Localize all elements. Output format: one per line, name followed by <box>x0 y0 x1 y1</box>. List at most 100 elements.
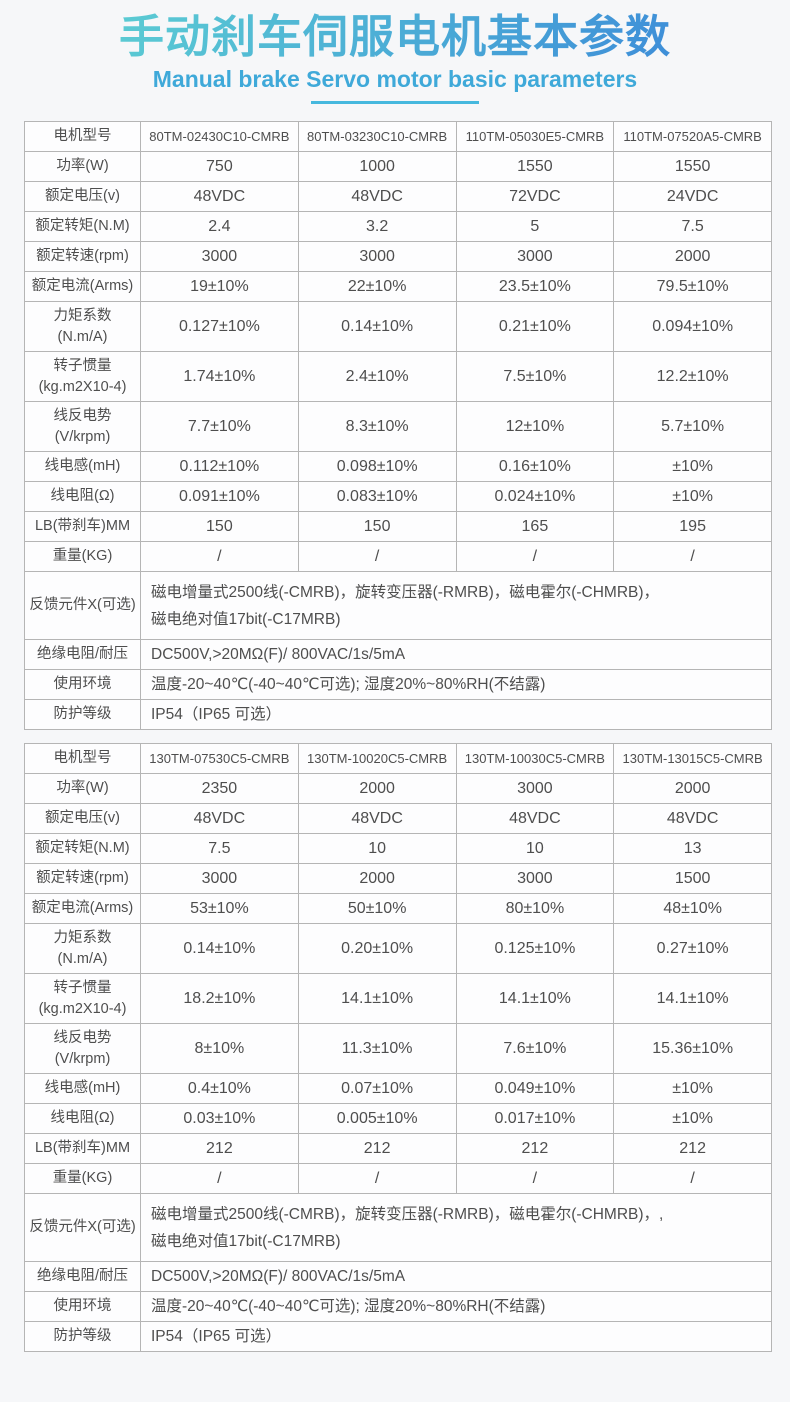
row-value: 0.03±10% <box>140 1103 299 1134</box>
row-label: 电机型号 <box>24 743 141 774</box>
row-value: 1550 <box>455 151 615 182</box>
row-label: 使用环境 <box>24 1291 141 1322</box>
table-row: 额定转速(rpm) 3000 3000 3000 2000 <box>24 241 772 272</box>
row-value: 7.5 <box>140 833 299 864</box>
table-row: 电机型号 130TM-07530C5-CMRB 130TM-10020C5-CMRB… <box>24 743 772 774</box>
row-value: 1550 <box>613 151 772 182</box>
row-value-merged: DC500V,>20MΩ(F)/ 800VAC/1s/5mA <box>140 1261 772 1292</box>
row-value: 7.6±10% <box>455 1023 615 1074</box>
row-value: 48VDC <box>140 803 299 834</box>
row-value: / <box>140 1163 299 1194</box>
table-row: 转子惯量 (kg.m2X10-4) 1.74±10% 2.4±10% 7.5±10% 1… <box>24 351 772 402</box>
table-row: 重量(KG) / / / / <box>24 1163 772 1194</box>
row-value: 48VDC <box>297 181 457 212</box>
row-value: 13 <box>613 833 772 864</box>
table-row: 使用环境 温度-20~40℃(-40~40℃可选); 湿度20%~80%RH(不结… <box>24 669 772 700</box>
table-row: 电机型号 80TM-02430C10-CMRB 80TM-03230C10-CMRB… <box>24 121 772 152</box>
row-value: / <box>297 541 457 572</box>
row-value: 50±10% <box>297 893 457 924</box>
table-row: 线反电势 (V/krpm) 8±10% 11.3±10% 7.6±10% 15.36±1… <box>24 1023 772 1074</box>
row-value: 3000 <box>455 863 615 894</box>
row-label: 使用环境 <box>24 669 141 700</box>
row-value: 48VDC <box>613 803 772 834</box>
row-value: 19±10% <box>140 271 299 302</box>
motor-model-cell: 80TM-02430C10-CMRB <box>140 121 299 152</box>
row-value: 212 <box>297 1133 457 1164</box>
row-value: / <box>140 541 299 572</box>
row-value: 10 <box>297 833 457 864</box>
row-value: 195 <box>613 511 772 542</box>
motor-model-cell: 130TM-07530C5-CMRB <box>140 743 299 774</box>
row-value: 1000 <box>297 151 457 182</box>
table-row: 绝缘电阻/耐压 DC500V,>20MΩ(F)/ 800VAC/1s/5mA <box>24 639 772 670</box>
table-row: 线电感(mH) 0.112±10% 0.098±10% 0.16±10% ±10% <box>24 451 772 482</box>
row-value: 79.5±10% <box>613 271 772 302</box>
row-value: 80±10% <box>455 893 615 924</box>
spec-table-wrap-1: 电机型号 80TM-02430C10-CMRB 80TM-03230C10-CMRB… <box>24 121 772 730</box>
table-row: 额定电压(v) 48VDC 48VDC 72VDC 24VDC <box>24 181 772 212</box>
spec-tables-container: 电机型号 80TM-02430C10-CMRB 80TM-03230C10-CMRB… <box>0 121 790 1352</box>
table-row: LB(带刹车)MM 212 212 212 212 <box>24 1133 772 1164</box>
page-header: 手动刹车伺服电机基本参数 Manual brake Servo motor ba… <box>0 10 790 104</box>
row-value: 0.4±10% <box>140 1073 299 1104</box>
row-value: 12±10% <box>455 401 615 452</box>
row-value-merged: DC500V,>20MΩ(F)/ 800VAC/1s/5mA <box>140 639 772 670</box>
row-value: 14.1±10% <box>455 973 615 1024</box>
row-value: 0.083±10% <box>297 481 457 512</box>
row-value: 0.005±10% <box>297 1103 457 1134</box>
row-value: 212 <box>455 1133 615 1164</box>
row-value: 0.112±10% <box>140 451 299 482</box>
row-label: 功率(W) <box>24 151 141 182</box>
row-value: 0.127±10% <box>140 301 299 352</box>
row-value: 0.017±10% <box>455 1103 615 1134</box>
row-value: 2.4 <box>140 211 299 242</box>
table-row: 额定转矩(N.M) 7.5 10 10 13 <box>24 833 772 864</box>
row-value: 0.14±10% <box>140 923 299 974</box>
row-label: 额定电压(v) <box>24 803 141 834</box>
row-value: 8.3±10% <box>297 401 457 452</box>
row-value: 212 <box>140 1133 299 1164</box>
table-row: 线电阻(Ω) 0.091±10% 0.083±10% 0.024±10% ±10% <box>24 481 772 512</box>
motor-model-cell: 80TM-03230C10-CMRB <box>297 121 457 152</box>
row-value: 53±10% <box>140 893 299 924</box>
row-value: 7.5±10% <box>455 351 615 402</box>
row-value: 2000 <box>613 773 772 804</box>
row-label: 转子惯量 (kg.m2X10-4) <box>24 351 141 402</box>
row-label: 额定转矩(N.M) <box>24 211 141 242</box>
table-row: 线电阻(Ω) 0.03±10% 0.005±10% 0.017±10% ±10% <box>24 1103 772 1134</box>
row-value: 0.091±10% <box>140 481 299 512</box>
table-row: 线反电势 (V/krpm) 7.7±10% 8.3±10% 12±10% 5.7±10% <box>24 401 772 452</box>
row-value: / <box>455 1163 615 1194</box>
row-value: 7.5 <box>613 211 772 242</box>
table-row: 功率(W) 750 1000 1550 1550 <box>24 151 772 182</box>
table-row: 力矩系数 (N.m/A) 0.127±10% 0.14±10% 0.21±10% 0.0… <box>24 301 772 352</box>
row-value: 150 <box>140 511 299 542</box>
row-value: 3000 <box>140 241 299 272</box>
row-value: / <box>613 541 772 572</box>
row-label: 防护等级 <box>24 1321 141 1352</box>
row-value: 3000 <box>297 241 457 272</box>
row-value: 48±10% <box>613 893 772 924</box>
row-label: 额定转速(rpm) <box>24 241 141 272</box>
row-value: 48VDC <box>455 803 615 834</box>
row-value-merged: IP54（IP65 可选） <box>140 699 772 730</box>
row-value-merged: IP54（IP65 可选） <box>140 1321 772 1352</box>
table-row: 力矩系数 (N.m/A) 0.14±10% 0.20±10% 0.125±10% 0.2… <box>24 923 772 974</box>
motor-model-cell: 130TM-13015C5-CMRB <box>613 743 772 774</box>
row-value: 15.36±10% <box>613 1023 772 1074</box>
page-subtitle: Manual brake Servo motor basic parameter… <box>152 66 638 92</box>
row-value: 0.14±10% <box>297 301 457 352</box>
table-row: 反馈元件X(可选) 磁电增量式2500线(-CMRB)，旋转变压器(-RMRB)，… <box>24 571 772 640</box>
row-label: 力矩系数 (N.m/A) <box>24 301 141 352</box>
row-label: 重量(KG) <box>24 1163 141 1194</box>
row-value: / <box>297 1163 457 1194</box>
spec-table-wrap-2: 电机型号 130TM-07530C5-CMRB 130TM-10020C5-CMRB… <box>24 743 772 1352</box>
row-value: 3.2 <box>297 211 457 242</box>
table-row: 功率(W) 2350 2000 3000 2000 <box>24 773 772 804</box>
row-value: 3000 <box>455 241 615 272</box>
row-value: 3000 <box>455 773 615 804</box>
row-value-merged: 温度-20~40℃(-40~40℃可选); 湿度20%~80%RH(不结露) <box>140 669 772 700</box>
table-row: 使用环境 温度-20~40℃(-40~40℃可选); 湿度20%~80%RH(不结… <box>24 1291 772 1322</box>
page-title: 手动刹车伺服电机基本参数 <box>118 11 671 62</box>
row-label: 线电感(mH) <box>24 1073 141 1104</box>
